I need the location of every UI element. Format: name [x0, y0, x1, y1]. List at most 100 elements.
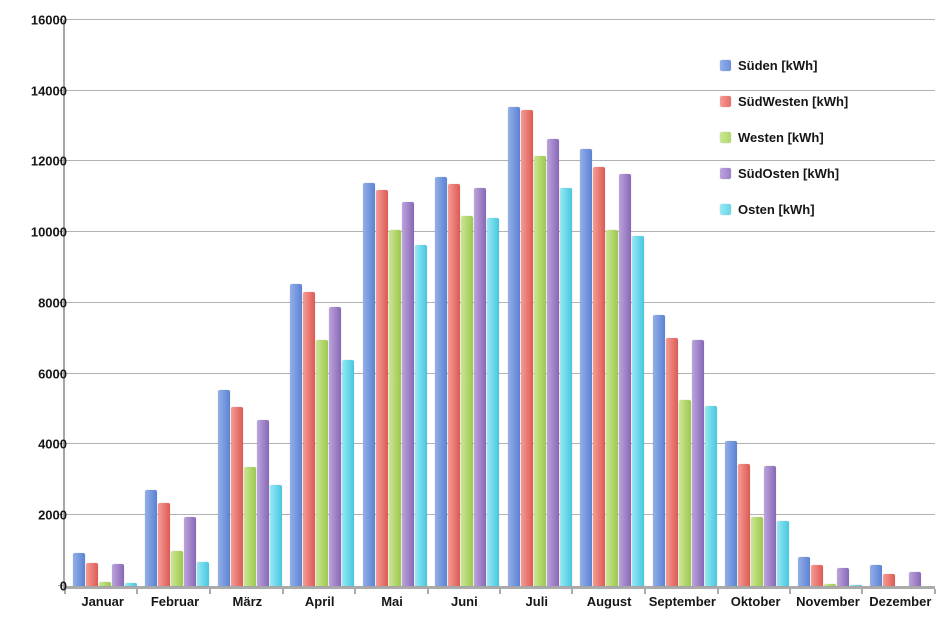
y-axis-tick-14000: [58, 90, 63, 91]
bar-westen-april: [316, 340, 329, 586]
x-axis-label-mai: Mai: [381, 594, 403, 609]
y-axis-label-8000: 8000: [38, 295, 67, 311]
y-axis-label-6000: 6000: [38, 366, 67, 382]
bar-group-juli: [500, 20, 573, 586]
bar-suedwesten-juli: [520, 110, 533, 586]
bar-suedwesten-oktober: [738, 464, 751, 586]
bar-suedosten-oktober: [764, 466, 777, 586]
x-axis-tick-10: [789, 589, 791, 594]
x-axis-tick-4: [353, 589, 356, 594]
bar-suedosten-juli: [546, 139, 559, 586]
bar-osten-august: [632, 236, 645, 586]
bar-suedosten-april: [329, 307, 342, 586]
bar-groups-container: [65, 20, 935, 586]
bar-group-januar: [65, 20, 138, 586]
bar-group-juni: [428, 20, 501, 586]
bar-sueden-dezember: [870, 565, 883, 586]
x-axis-tick-8: [643, 589, 646, 594]
chart-legend: Süden [kWh] SüdWesten [kWh] Westen [kWh] Sü…: [720, 56, 848, 219]
bar-suedosten-mai: [401, 202, 414, 586]
bar-suedwesten-märz: [230, 407, 243, 586]
bar-group-februar: [138, 20, 211, 586]
bar-suedosten-dezember: [909, 572, 922, 586]
x-axis-tick-9: [716, 589, 719, 594]
x-axis-label-juni: Juni: [451, 594, 478, 609]
bar-sueden-märz: [217, 390, 230, 586]
legend-label-suedosten: SüdOsten [kWh]: [738, 166, 840, 181]
gridline-2000: [65, 514, 935, 515]
x-axis-tick-1: [136, 589, 139, 594]
bar-osten-juli: [559, 188, 572, 586]
bar-osten-januar: [124, 583, 137, 586]
x-axis-tick-3: [281, 589, 284, 594]
bar-sueden-juni: [435, 177, 448, 586]
y-axis-tick-4000: [58, 443, 63, 444]
bar-westen-august: [606, 230, 619, 586]
bar-sueden-oktober: [725, 441, 738, 586]
legend-label-sueden: Süden [kWh]: [738, 58, 818, 73]
x-axis-label-oktober: Oktober: [730, 594, 781, 609]
bar-group-mai: [355, 20, 428, 586]
bar-suedwesten-februar: [158, 503, 171, 586]
x-axis-label-september: September: [648, 594, 716, 609]
bar-westen-september: [678, 400, 691, 586]
y-axis-label-16000: 16000: [30, 12, 67, 28]
x-axis-label-januar: Januar: [81, 594, 124, 609]
bar-group-april: [283, 20, 356, 586]
bar-westen-februar: [171, 551, 184, 586]
bar-group-dezember: [863, 20, 936, 586]
bar-osten-oktober: [777, 521, 790, 586]
gridline-14000: [65, 90, 935, 91]
bar-suedwesten-januar: [85, 563, 98, 586]
gridline-10000: [65, 231, 935, 232]
x-axis-label-november: November: [796, 594, 860, 609]
bar-westen-juni: [461, 216, 474, 586]
legend-marker-icon-osten: [720, 204, 731, 215]
bar-suedwesten-juni: [448, 184, 461, 586]
x-axis-label-juli: Juli: [525, 594, 548, 609]
x-axis-label-märz: März: [232, 594, 263, 609]
bar-sueden-november: [797, 557, 810, 586]
x-axis-tick-0: [64, 589, 66, 594]
x-axis-tick-7: [571, 589, 574, 594]
bar-westen-oktober: [751, 517, 764, 586]
y-axis-tick-0: [58, 585, 63, 586]
x-axis-label-april: April: [304, 594, 335, 609]
bar-sueden-januar: [72, 553, 85, 586]
bar-suedwesten-mai: [375, 190, 388, 586]
gridline-16000: [65, 19, 935, 20]
bar-suedwesten-dezember: [883, 574, 896, 586]
gridline-4000: [65, 443, 935, 444]
y-axis-tick-6000: [58, 373, 63, 374]
bar-osten-april: [342, 360, 355, 586]
x-axis-label-dezember: Dezember: [869, 594, 932, 609]
x-axis-tick-12: [934, 589, 936, 594]
bar-group-november: [790, 20, 863, 586]
bar-suedwesten-september: [665, 338, 678, 586]
bar-osten-november: [849, 585, 862, 586]
bar-sueden-april: [290, 284, 303, 586]
bar-sueden-september: [652, 315, 665, 586]
x-axis-tick-11: [861, 589, 864, 594]
bar-sueden-februar: [145, 490, 158, 586]
y-axis-label-14000: 14000: [30, 83, 67, 99]
bar-suedosten-juni: [474, 188, 487, 586]
x-axis-label-august: August: [586, 594, 632, 609]
bar-sueden-august: [580, 149, 593, 586]
bar-suedosten-august: [619, 174, 632, 586]
x-axis-labels: Januar Februar März April Mai Juni Juli August S…: [63, 594, 933, 609]
gridline-8000: [65, 302, 935, 303]
y-axis-label-2000: 2000: [38, 507, 67, 523]
legend-item-suedwesten: SüdWesten [kWh]: [720, 92, 848, 111]
bar-osten-september: [704, 406, 717, 586]
y-axis-label-10000: 10000: [30, 224, 67, 240]
y-axis-tick-12000: [58, 160, 63, 161]
bar-osten-mai: [414, 245, 427, 586]
x-axis-tick-2: [208, 589, 211, 594]
bar-group-september: [645, 20, 718, 586]
gridline-6000: [65, 373, 935, 374]
legend-marker-icon-sueden: [720, 60, 731, 71]
bar-osten-märz: [269, 485, 282, 586]
y-axis-tick-16000: [58, 19, 63, 20]
